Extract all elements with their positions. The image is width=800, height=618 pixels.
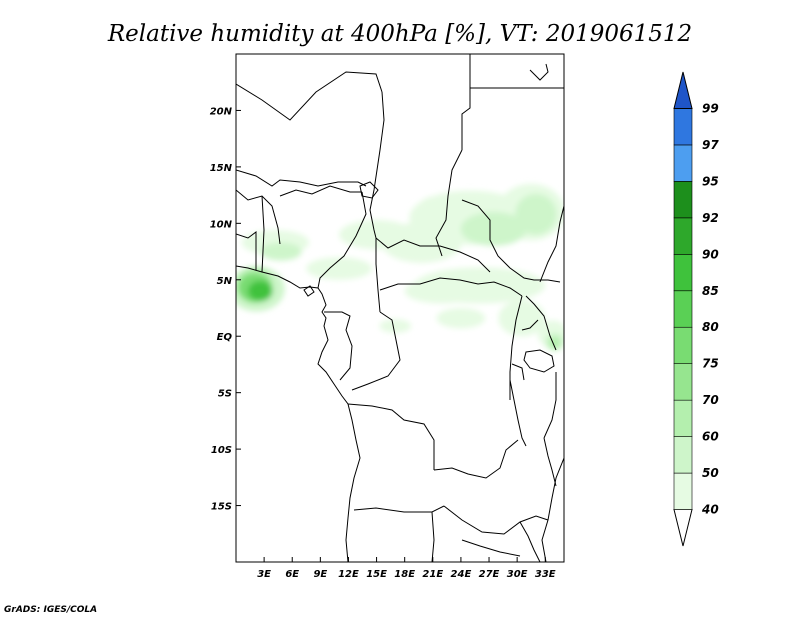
border-chad-cameroon [369,209,381,313]
border-burkina [236,189,281,245]
lat-tick-label: 5N [217,276,233,287]
border-nigeria-niger [279,185,362,197]
colorbar-legend: 40 50 60 70 75 80 85 90 92 95 97 99 [673,71,719,547]
border-drc-zambia [433,439,519,479]
colorbar-swatch [673,71,693,109]
lat-tick-label: 10N [210,219,233,230]
colorbar-level-label: 99 [702,101,719,115]
lat-tick-label: 15S [211,502,232,513]
humidity-area [379,319,412,333]
colorbar-level-label: 97 [702,138,719,152]
colorbar-swatch [673,290,693,328]
border-ghana [236,231,257,270]
grads-credit: GrADS: IGES/COLA [4,605,97,615]
lake-chad [359,181,379,199]
map-title: Relative humidity at 400hPa [%], VT: 201… [107,21,692,47]
humidity-fill-layer [236,183,564,351]
colorbar-level-label: 75 [702,357,719,371]
colorbar-level-label: 85 [702,284,719,298]
lake-tanganyika [509,379,527,447]
latitude-axis: 20N 15N 10N 5N EQ 5S 10S 15S [210,106,241,513]
border-congo-gabon [324,311,353,381]
lat-tick-label: 5S [218,389,232,400]
border-drc-east [509,295,523,400]
border-benin-togo [261,195,265,273]
lon-tick-label: 21E [422,569,443,580]
longitude-axis: 3E 6E 9E 12E 15E 18E 21E 24E 27E 30E 33E [257,557,556,580]
humidity-area [260,242,302,261]
border-ethiopia [539,205,564,283]
colorbar-swatch [673,217,693,255]
border-rwanda [511,363,525,381]
lon-tick-label: 27E [479,569,500,580]
border-algeria-libya [236,71,383,121]
colorbar-level-label: 60 [702,430,719,444]
humidity-area [404,278,480,304]
colorbar-level-label: 95 [702,174,719,188]
humidity-area [460,212,527,246]
border-car-drc [379,277,523,297]
border-angola-namibia [353,505,445,513]
border-mozambique [519,521,541,562]
colorbar-level-label: 90 [702,247,719,261]
colorbar-level-label: 92 [702,211,719,225]
coast-red-sea [529,63,549,81]
lon-tick-label: 6E [285,569,299,580]
colorbar-level-label: 40 [701,503,719,517]
lon-tick-label: 33E [535,569,556,580]
humidity-area [419,196,450,217]
lake-victoria [523,349,555,373]
colorbar-swatch [673,326,693,364]
colorbar-level-label: 50 [702,466,719,480]
humidity-area [248,280,273,302]
border-tanzania [543,372,557,439]
border-niger-north [236,169,367,187]
island-bioko [303,285,315,297]
coastline-gulf-of-guinea [236,265,361,562]
lake-albert [521,319,539,331]
border-sudan-chad [435,149,463,257]
colorbar-swatch [673,181,693,219]
colorbar-swatch [673,436,693,474]
country-borders [236,54,564,562]
border-namibia-botswana [431,511,435,562]
lake-malawi [543,437,557,487]
border-nigeria-cameroon [317,191,367,289]
border-uganda-kenya [525,295,557,351]
colorbar-swatch [673,144,693,182]
colorbar-swatch [673,363,693,401]
lon-tick-label: 12E [338,569,359,580]
lat-tick-label: 10S [211,445,232,456]
lat-tick-label: 20N [210,106,233,117]
lon-tick-label: 9E [313,569,327,580]
map-frame-border [235,53,565,563]
border-east-coast [541,457,564,562]
border-libya-egypt [461,54,471,150]
colorbar-level-label: 80 [702,320,719,334]
colorbar-swatch [673,399,693,437]
lon-tick-label: 18E [394,569,415,580]
colorbar-swatch [673,254,693,292]
map-panel: 3E 6E 9E 12E 15E 18E 21E 24E 27E 30E 33E 20N 15N 10N… [210,53,565,580]
humidity-area [306,257,372,280]
border-zambia-south [443,505,549,535]
humidity-area [498,300,546,337]
lon-tick-label: 3E [257,569,271,580]
lat-tick-label: 15N [210,163,233,174]
border-congo-drc [351,311,401,391]
border-chad-car [375,237,491,273]
lat-tick-label: EQ [217,332,233,343]
colorbar-swatch [673,472,693,510]
humidity-area [436,308,486,329]
border-botswana-zim [461,539,521,557]
lon-tick-label: 15E [366,569,387,580]
colorbar-swatch [673,108,693,146]
border-drc-angola [347,403,435,470]
humidity-area [515,193,557,235]
lon-tick-label: 30E [507,569,528,580]
lon-tick-label: 24E [451,569,472,580]
colorbar-swatch [673,509,693,547]
colorbar-level-label: 70 [702,393,719,407]
